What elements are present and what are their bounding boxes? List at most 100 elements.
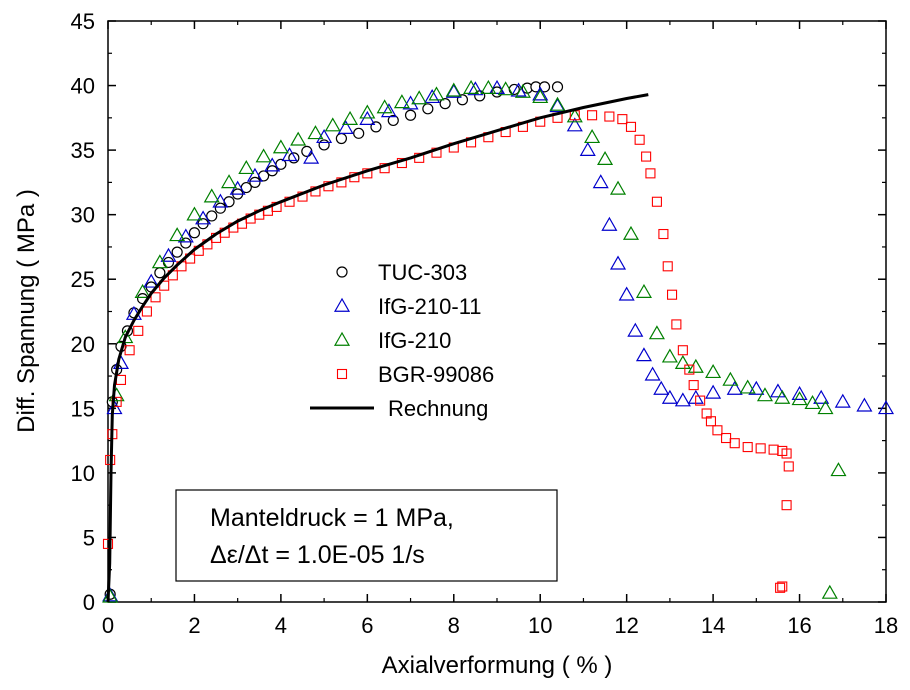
legend-label-tuc-303: TUC-303 [378,260,467,285]
data-point-tuc-303 [223,196,235,208]
x-tick-label: 4 [275,613,287,638]
data-point-bgr-99086 [141,306,152,317]
legend-label-ifg-210: IfG-210 [378,328,451,353]
data-point-ifg-210-11 [143,273,160,288]
data-point-ifg-210 [566,108,583,123]
data-point-ifg-210 [151,254,168,269]
data-point-ifg-210 [324,117,341,132]
data-point-bgr-99086 [705,416,717,427]
data-point-bgr-99086 [102,538,114,549]
x-tick-label: 0 [102,613,114,638]
legend-item-tuc-303: TUC-303 [336,260,467,285]
data-point-ifg-210-11 [579,141,596,156]
data-point-ifg-210 [661,348,678,363]
data-point-tuc-303 [206,210,218,222]
data-point-tuc-303 [335,132,347,145]
data-point-ifg-210-11 [337,119,354,135]
data-point-ifg-210 [532,88,549,104]
data-point-tuc-303 [370,121,382,133]
y-tick-label: 25 [71,267,95,292]
data-point-ifg-210-11 [748,380,765,395]
data-point-ifg-210 [705,363,722,379]
data-point-bgr-99086 [133,325,144,336]
data-point-bgr-99086 [587,110,598,121]
data-point-ifg-210 [272,139,289,154]
series-rechnung [106,93,649,603]
data-point-tuc-303 [154,267,166,279]
legend-item-ifg-210: IfG-210 [333,328,451,353]
data-point-ifg-210-11 [106,400,123,415]
data-point-bgr-99086 [159,280,170,291]
data-point-tuc-303 [288,152,300,164]
data-point-ifg-210 [428,86,445,101]
data-point-bgr-99086 [617,114,628,125]
annotation-line-1: Manteldruck = 1 MPa, [210,504,454,532]
legend: TUC-303 IfG-210-11 IfG-210 BGR-99086 Rechnun… [310,260,494,421]
data-point-ifg-210 [804,394,821,410]
data-point-tuc-303 [422,103,434,115]
data-point-tuc-303 [387,114,399,127]
data-point-tuc-303 [180,237,192,249]
x-tick-label: 18 [874,613,898,638]
data-point-bgr-99086 [768,444,779,455]
data-point-tuc-303 [551,81,564,93]
data-point-ifg-210-11 [549,98,566,113]
legend-label-rechnung: Rechnung [388,396,488,421]
y-tick-label: 30 [71,203,95,228]
data-point-ifg-210-11 [281,147,298,162]
data-point-tuc-303 [188,227,201,239]
data-point-ifg-210 [169,227,186,242]
data-point-tuc-303 [474,90,486,102]
y-tick-label: 0 [83,590,95,615]
legend-item-rechnung: Rechnung [310,396,488,421]
data-point-ifg-210-11 [510,82,527,97]
data-point-bgr-99086 [695,395,706,406]
x-axis-title: Axialverformung ( % ) [382,652,613,679]
data-point-tuc-303 [538,81,551,93]
data-point-ifg-210 [549,96,566,111]
data-point-tuc-303 [353,127,365,139]
data-point-tuc-303 [439,98,451,110]
data-point-ifg-210-11 [609,255,627,270]
data-point-tuc-303 [249,176,261,188]
data-point-ifg-210 [497,81,514,96]
data-point-bgr-99086 [688,380,699,391]
x-tick-label: 16 [787,613,811,638]
data-point-ifg-210 [674,354,691,369]
data-point-ifg-210-11 [791,385,808,400]
annotation-frame [175,489,558,582]
series-tuc-303 [104,81,564,600]
data-point-ifg-210-11 [380,103,397,118]
x-tick-label: 2 [188,613,200,638]
data-point-ifg-210 [255,148,272,163]
legend-label-bgr-99086: BGR-99086 [378,362,494,387]
data-point-ifg-210 [722,371,739,386]
x-tick-label: 14 [701,613,725,638]
data-point-ifg-210-11 [635,347,652,362]
y-tick-label: 5 [83,525,95,550]
data-point-ifg-210-11 [834,393,851,408]
data-point-ifg-210 [687,358,704,373]
axis-ticks [107,20,887,603]
data-point-ifg-210-11 [177,228,194,243]
data-point-bgr-99086 [721,432,732,444]
data-point-ifg-210-11 [212,193,229,208]
data-point-ifg-210 [102,588,119,603]
data-point-ifg-210 [290,131,307,146]
data-point-ifg-210-11 [661,389,678,404]
data-point-ifg-210-11 [644,366,661,381]
data-point-ifg-210-11 [769,383,786,398]
data-point-ifg-210-11 [264,157,281,172]
data-point-bgr-99086 [755,443,766,454]
data-point-ifg-210-11 [877,400,895,415]
data-point-ifg-210 [817,400,834,415]
x-tick-label: 8 [448,613,460,638]
series-layer [102,79,895,603]
data-point-ifg-210-11 [726,380,743,395]
data-point-ifg-210-11 [856,397,873,412]
data-point-ifg-210 [609,180,627,195]
data-point-bgr-99086 [666,289,678,300]
data-point-ifg-210-11 [674,392,691,407]
data-point-ifg-210 [756,387,774,402]
